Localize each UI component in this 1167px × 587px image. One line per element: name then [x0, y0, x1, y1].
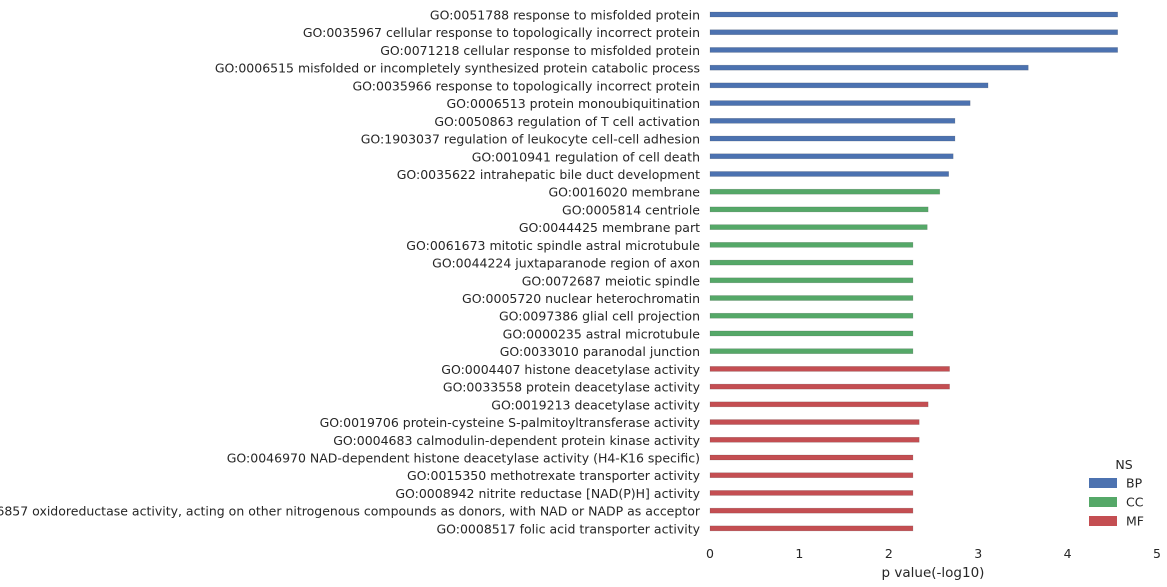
- bar-cc: [709, 259, 914, 266]
- x-axis-label: p value(-log10): [882, 565, 985, 581]
- category-label: GO:0035967 cellular response to topologi…: [303, 25, 700, 40]
- bar-mf: [709, 419, 920, 425]
- bar-mf: [709, 472, 914, 479]
- category-label: GO:0015350 methotrexate transporter acti…: [407, 468, 701, 483]
- x-tick-label: 5: [1153, 546, 1161, 561]
- category-label: GO:0004683 calmodulin-dependent protein …: [333, 433, 700, 448]
- x-axis: p value(-log10) 0 1 2 3 4 5: [706, 546, 1161, 581]
- category-label: GO:0005720 nuclear heterochromatin: [462, 291, 700, 306]
- bar-bp: [709, 135, 956, 142]
- category-label: GO:0061673 mitotic spindle astral microt…: [406, 238, 700, 253]
- category-label: GO:0046857 oxidoreductase activity, acti…: [0, 504, 701, 519]
- legend-swatch-bp: [1089, 478, 1117, 488]
- category-label: GO:0097386 glial cell projection: [499, 309, 700, 324]
- bar-mf: [709, 490, 914, 496]
- category-label: GO:0035966 response to topologically inc…: [352, 78, 700, 93]
- bar-mf: [709, 383, 950, 390]
- category-label: GO:0044224 juxtaparanode region of axon: [432, 256, 700, 271]
- x-tick-label: 1: [795, 546, 803, 561]
- category-label: GO:0033010 paranodal junction: [500, 344, 700, 359]
- category-label: GO:0035622 intrahepatic bile duct develo…: [397, 167, 700, 182]
- bar-cc: [709, 348, 914, 354]
- bar-bp: [709, 171, 949, 177]
- bar-mf: [709, 366, 950, 372]
- category-label: GO:0006515 misfolded or incompletely syn…: [215, 61, 700, 76]
- x-tick-label: 4: [1064, 546, 1072, 561]
- bar-bp: [709, 64, 1029, 71]
- category-label: GO:0019213 deacetylase activity: [491, 397, 700, 412]
- bar-bp: [709, 47, 1118, 53]
- bar-cc: [709, 242, 914, 248]
- category-label: GO:0033558 protein deacetylase activity: [443, 380, 701, 395]
- bar-cc: [709, 188, 941, 195]
- bars-layer: [709, 11, 1118, 532]
- bar-cc: [709, 277, 914, 284]
- legend-swatch-cc: [1089, 497, 1117, 507]
- category-label: GO:0008517 folic acid transporter activi…: [436, 521, 700, 536]
- legend-label-mf: MF: [1126, 514, 1144, 529]
- legend-swatch-mf: [1089, 516, 1117, 526]
- x-tick-label: 3: [974, 546, 982, 561]
- category-label: GO:0005814 centriole: [562, 202, 700, 217]
- category-label: GO:0046970 NAD-dependent histone deacety…: [227, 451, 700, 466]
- category-labels: GO:0051788 response to misfolded protein…: [0, 8, 701, 537]
- x-tick-label: 2: [885, 546, 893, 561]
- bar-mf: [709, 454, 914, 461]
- category-label: GO:0019706 protein-cysteine S-palmitoylt…: [320, 415, 701, 430]
- bar-mf: [709, 436, 920, 443]
- bar-bp: [709, 11, 1118, 18]
- category-label: GO:0071218 cellular response to misfolde…: [380, 43, 700, 58]
- bar-bp: [709, 118, 956, 124]
- category-label: GO:0006513 protein monoubiquitination: [446, 96, 700, 111]
- category-label: GO:0004407 histone deacetylase activity: [441, 362, 700, 377]
- category-label: GO:0072687 meiotic spindle: [522, 273, 701, 288]
- legend-title: NS: [1115, 457, 1132, 472]
- category-label: GO:0016020 membrane: [548, 185, 700, 200]
- bar-bp: [709, 100, 971, 106]
- category-label: GO:0051788 response to misfolded protein: [430, 8, 700, 23]
- legend: NS BP CC MF: [1089, 457, 1144, 529]
- category-label: GO:0010941 regulation of cell death: [472, 149, 700, 164]
- category-label: GO:0008942 nitrite reductase [NAD(P)H] a…: [395, 486, 700, 501]
- bar-bp: [709, 29, 1118, 36]
- legend-label-bp: BP: [1126, 476, 1143, 491]
- bar-cc: [709, 224, 928, 230]
- bar-mf: [709, 507, 914, 514]
- bar-bp: [709, 153, 954, 160]
- x-tick-label: 0: [706, 546, 714, 561]
- legend-label-cc: CC: [1126, 495, 1144, 510]
- bar-cc: [709, 330, 914, 337]
- bar-cc: [709, 295, 914, 301]
- bar-mf: [709, 401, 929, 408]
- bar-mf: [709, 525, 914, 532]
- category-label: GO:0050863 regulation of T cell activati…: [434, 114, 700, 129]
- bar-bp: [709, 82, 989, 89]
- category-label: GO:1903037 regulation of leukocyte cell-…: [361, 132, 700, 147]
- bar-cc: [709, 312, 914, 319]
- category-label: GO:0044425 membrane part: [519, 220, 700, 235]
- bar-cc: [709, 206, 929, 213]
- category-label: GO:0000235 astral microtubule: [503, 326, 701, 341]
